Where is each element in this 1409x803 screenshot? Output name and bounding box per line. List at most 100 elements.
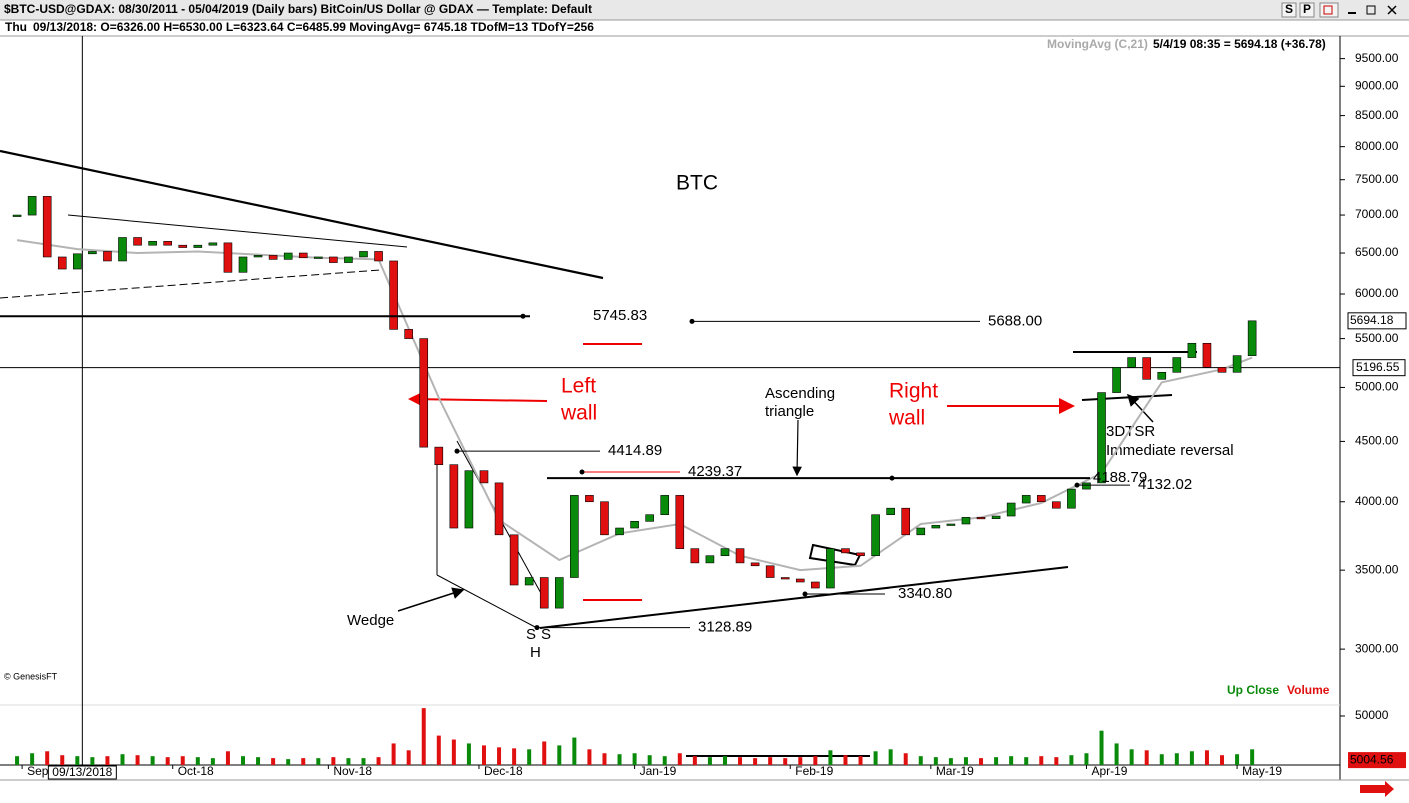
- level-dot: [579, 469, 585, 475]
- level-dot: [689, 318, 695, 324]
- volume-bar: [105, 756, 110, 765]
- level-dot: [520, 313, 526, 319]
- candle: [1142, 357, 1152, 380]
- annotation: 3DTSR: [1106, 423, 1155, 440]
- legend-entry: Volume: [1287, 683, 1330, 697]
- volume-bar: [753, 758, 758, 765]
- y-tick-label: 7500.00: [1355, 172, 1399, 186]
- volume-bar: [1069, 755, 1074, 765]
- info-text: 09/13/2018: O=6326.00 H=6530.00 L=6323.6…: [33, 20, 594, 34]
- trend-line: [0, 149, 604, 280]
- volume-bar: [918, 756, 923, 765]
- volume-bar: [45, 751, 50, 765]
- button-label[interactable]: S: [1285, 2, 1293, 16]
- trend-line: [67, 214, 408, 248]
- candle: [630, 521, 639, 529]
- candle: [811, 581, 820, 589]
- y-tick-label: 3500.00: [1355, 562, 1399, 576]
- volume-bar: [406, 750, 411, 765]
- volume-bar: [90, 757, 95, 765]
- button[interactable]: [1319, 2, 1339, 18]
- candle: [750, 562, 760, 567]
- volume-bar: [1024, 757, 1029, 765]
- x-tick-label: Oct-18: [178, 764, 214, 778]
- candle: [1082, 482, 1091, 490]
- candle: [208, 242, 218, 246]
- volume-bar: [391, 743, 396, 765]
- arrow: [792, 419, 802, 477]
- volume-bar: [632, 753, 637, 765]
- volume-bar: [195, 757, 200, 765]
- y-tick-label: 5000.00: [1355, 380, 1399, 394]
- candle: [1172, 357, 1182, 373]
- trend-line: [1081, 394, 1173, 401]
- candle: [1067, 488, 1076, 509]
- x-tick-label: Feb-19: [795, 764, 833, 778]
- button-label[interactable]: P: [1303, 2, 1311, 16]
- candle: [298, 252, 308, 259]
- level-label: 4188.79: [1093, 469, 1147, 486]
- candle: [1127, 357, 1136, 368]
- volume-bar: [768, 757, 773, 765]
- volume-bar: [979, 758, 984, 765]
- volume-bar: [60, 755, 65, 765]
- volume-bar: [677, 753, 682, 765]
- volume-bar: [1189, 751, 1194, 765]
- candle: [118, 237, 127, 262]
- volume-bar: [527, 749, 532, 765]
- volume-bar: [798, 757, 803, 765]
- volume-bar: [1054, 757, 1059, 765]
- volume-bar: [512, 748, 517, 765]
- volume-bar: [346, 758, 351, 765]
- volume-bar: [1220, 755, 1225, 765]
- volume-bar: [271, 758, 276, 765]
- volume-bar: [1114, 743, 1119, 765]
- arrow: [408, 391, 548, 408]
- button[interactable]: [1299, 2, 1315, 18]
- volume-bar: [783, 758, 788, 765]
- candle: [314, 256, 323, 259]
- candle: [1157, 371, 1167, 380]
- close[interactable]: [1387, 5, 1397, 15]
- candle: [1052, 501, 1061, 509]
- volume-bar: [662, 756, 667, 765]
- legend-entry: Up Close: [1227, 683, 1279, 697]
- candle: [931, 525, 941, 529]
- crosshair-label: 09/13/2018: [52, 765, 112, 779]
- trend-line: [436, 574, 538, 629]
- candle: [780, 577, 790, 580]
- level-dot: [802, 591, 808, 597]
- volume-bar: [1204, 750, 1209, 765]
- volume-bar: [647, 755, 652, 765]
- candle: [961, 517, 971, 525]
- candle: [464, 470, 474, 529]
- volume-bar: [1250, 749, 1255, 765]
- crosshair-tag: [47, 765, 117, 780]
- y-tick-label: 8000.00: [1355, 139, 1399, 153]
- candle: [1036, 495, 1046, 503]
- candle: [660, 495, 670, 516]
- maximize[interactable]: [1366, 5, 1376, 15]
- trend-line: [0, 269, 381, 299]
- candle: [283, 252, 293, 260]
- volume-bar: [15, 756, 20, 765]
- volume-bar: [481, 745, 486, 765]
- volume-bar: [963, 757, 968, 765]
- candle: [344, 256, 353, 263]
- candle: [12, 214, 22, 217]
- volume-bar: [376, 757, 381, 765]
- volume-bar: [828, 750, 833, 765]
- volume-bar: [256, 757, 261, 765]
- candle: [856, 552, 865, 557]
- button[interactable]: [1281, 2, 1297, 18]
- level-label: 4414.89: [608, 442, 662, 459]
- volume-bar: [135, 755, 140, 765]
- candle: [494, 482, 504, 536]
- price-tag-label: 5196.55: [1356, 360, 1400, 374]
- candle: [705, 555, 715, 564]
- level-label: 3128.89: [698, 619, 752, 636]
- x-tick-label: Nov-18: [333, 764, 372, 778]
- volume-bar: [572, 737, 577, 765]
- scroll-arrow: [1360, 781, 1394, 797]
